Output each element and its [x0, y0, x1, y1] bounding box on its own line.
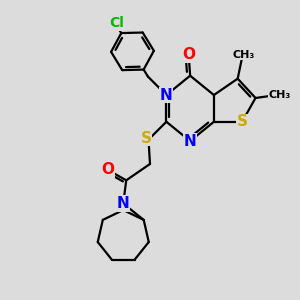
- Text: S: S: [141, 130, 152, 146]
- Text: N: N: [184, 134, 196, 148]
- Text: O: O: [101, 162, 114, 177]
- Text: O: O: [182, 47, 195, 62]
- Text: N: N: [117, 196, 130, 211]
- Text: CH₃: CH₃: [232, 50, 255, 60]
- Text: Cl: Cl: [109, 16, 124, 30]
- Text: N: N: [160, 88, 173, 103]
- Text: S: S: [237, 114, 248, 129]
- Text: CH₃: CH₃: [269, 90, 291, 100]
